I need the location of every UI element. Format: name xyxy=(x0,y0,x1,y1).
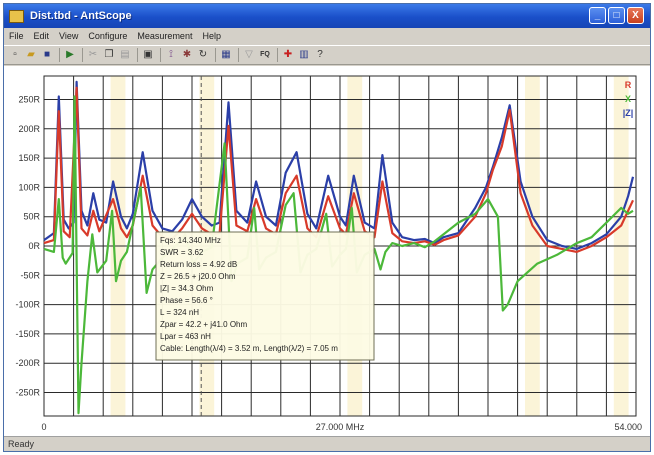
measurement-tooltip xyxy=(155,231,375,361)
title-bar[interactable]: Dist.tbd - AntScope _ □ X xyxy=(4,4,650,28)
tooltip-line: Fqs: 14.340 MHz xyxy=(160,236,221,245)
y-tick-label: 50R xyxy=(23,212,40,222)
x-tick-label: 0 xyxy=(41,422,46,432)
series-r-line xyxy=(43,86,634,253)
y-tick-label: 250R xyxy=(18,94,40,104)
app-icon xyxy=(9,9,24,23)
plot-area[interactable]: 250R 200R 150R 100R 50R 0R -50R -100R -150R -200R… xyxy=(4,66,650,436)
legend-z[interactable]: |Z| xyxy=(623,108,634,118)
tooltip-line: Lpar = 463 nH xyxy=(160,332,211,341)
legend-r[interactable]: R xyxy=(625,80,632,90)
impedance-chart[interactable]: 250R200R150R100R50R0R-50R-100R-150R-200R… xyxy=(4,66,650,436)
menu-edit[interactable]: Edit xyxy=(33,31,50,41)
markers-icon[interactable]: ✚ xyxy=(283,49,293,60)
tooltip-line: Zpar = 42.2 + j41.0 Ohm xyxy=(160,320,247,329)
open-icon[interactable]: ▰ xyxy=(27,49,35,60)
x-tick-label: 54.000 xyxy=(614,422,642,432)
y-tick-label: 200R xyxy=(18,124,40,134)
copy-icon[interactable]: ❐ xyxy=(104,49,114,60)
menu-configure[interactable]: Configure xyxy=(88,31,128,41)
filter-icon[interactable]: ▽ xyxy=(245,49,253,60)
maximize-button[interactable]: □ xyxy=(608,7,625,24)
help-icon[interactable]: ? xyxy=(317,49,323,60)
y-tick-label: -100R xyxy=(15,300,40,310)
y-tick-label: 0R xyxy=(28,241,40,251)
print-icon[interactable]: ▣ xyxy=(143,49,153,60)
toolbar: ▫ ▰ ■ ▶ ✂ ❐ ▤ ▣ ⟟ ✱ ↻ ▦ ▽ FQ ✚ ▥ ? xyxy=(4,45,650,65)
y-tick-label: -250R xyxy=(15,388,40,398)
tooltip-line: Return loss = 4.92 dB xyxy=(160,260,237,269)
status-bar: Ready xyxy=(4,436,650,451)
menu-view[interactable]: View xyxy=(59,31,79,41)
window-title: Dist.tbd - AntScope xyxy=(30,10,132,22)
export-icon[interactable]: ▶ xyxy=(66,49,74,60)
refresh-icon[interactable]: ↻ xyxy=(198,49,208,60)
paste-icon[interactable]: ▤ xyxy=(120,49,130,60)
fq-icon[interactable]: FQ xyxy=(260,51,270,58)
y-tick-label: -150R xyxy=(15,329,40,339)
menu-file[interactable]: File xyxy=(9,31,24,41)
measure-icon[interactable]: ⟟ xyxy=(169,49,173,60)
cut-icon[interactable]: ✂ xyxy=(88,49,98,60)
y-tick-label: 150R xyxy=(18,153,40,163)
y-tick-label: -200R xyxy=(15,358,40,368)
tooltip-line: |Z| = 34.3 Ohm xyxy=(160,284,214,293)
close-button[interactable]: X xyxy=(627,7,644,24)
y-tick-label: -50R xyxy=(20,270,40,280)
menu-help[interactable]: Help xyxy=(202,31,221,41)
menu-measurement[interactable]: Measurement xyxy=(137,31,193,41)
menu-bar: File Edit View Configure Measurement Hel… xyxy=(4,28,650,44)
tooltip-line: SWR = 3.62 xyxy=(160,248,204,257)
plot-border xyxy=(43,75,637,417)
x-tick-label: 27.000 MHz xyxy=(316,422,365,432)
minimize-button[interactable]: _ xyxy=(589,7,606,24)
legend-x[interactable]: X xyxy=(625,94,631,104)
settings-icon[interactable]: ✱ xyxy=(182,49,192,60)
series-x-line xyxy=(43,95,634,415)
table-icon[interactable]: ▥ xyxy=(299,49,309,60)
tooltip-line: L = 324 nH xyxy=(160,308,199,317)
y-tick-label: 100R xyxy=(18,182,40,192)
save-icon[interactable]: ■ xyxy=(43,49,51,60)
tooltip-line: Z = 26.5 + j20.0 Ohm xyxy=(160,272,236,281)
app-window: Dist.tbd - AntScope _ □ X File Edit View… xyxy=(4,4,650,451)
new-icon[interactable]: ▫ xyxy=(13,49,17,60)
tooltip-line: Cable: Length(λ/4) = 3.52 m, Length(λ/2)… xyxy=(160,344,338,353)
tooltip-line: Phase = 56.6 ° xyxy=(160,296,213,305)
chart-icon[interactable]: ▦ xyxy=(221,49,231,60)
